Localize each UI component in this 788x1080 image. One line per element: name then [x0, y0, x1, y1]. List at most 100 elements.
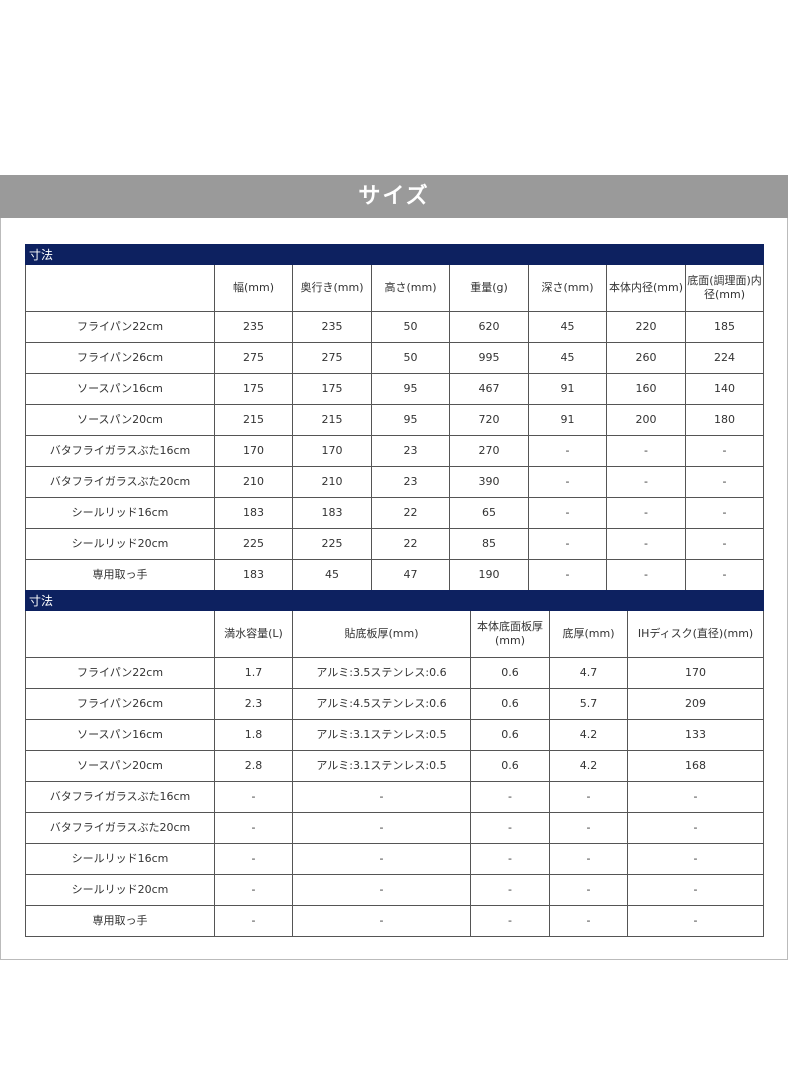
section-title: サイズ [0, 175, 788, 218]
table-cell: - [606, 466, 686, 498]
table-cell: 170 [626, 657, 765, 689]
table-cell: - [606, 559, 686, 591]
table-cell: 220 [606, 311, 686, 343]
table-row: 専用取っ手 - - - - - [25, 905, 765, 937]
table-cell: 467 [449, 373, 529, 405]
row-label: ソースパン20cm [25, 750, 215, 782]
table-row: ソースパン16cm 175 175 95 467 91 160 140 [25, 373, 765, 405]
table-row: シールリッド16cm - - - - - [25, 843, 765, 875]
row-label: シールリッド16cm [25, 843, 215, 875]
row-label: 専用取っ手 [25, 905, 215, 937]
table-cell: - [470, 781, 550, 813]
table-cell: 65 [449, 497, 529, 529]
table-cell: 215 [292, 404, 372, 436]
column-header: 本体底面板厚(mm) [470, 610, 550, 658]
table-cell: - [549, 874, 628, 906]
table-cell: 170 [292, 435, 372, 467]
table-cell: 50 [371, 342, 450, 374]
row-label: バタフライガラスぶた16cm [25, 781, 215, 813]
table-cell: 235 [214, 311, 293, 343]
table-cell: 210 [292, 466, 372, 498]
table-cell: - [292, 874, 471, 906]
table-cell: - [470, 905, 550, 937]
table-cell: 225 [214, 528, 293, 560]
table-cell: 620 [449, 311, 529, 343]
table-cell: 270 [449, 435, 529, 467]
table-row: バタフライガラスぶた16cm 170 170 23 270- - - [25, 435, 765, 467]
table-cell: 190 [449, 559, 529, 591]
row-label: 専用取っ手 [25, 559, 215, 591]
table-row: シールリッド16cm 183 183 22 65- - - [25, 497, 765, 529]
table-cell: 22 [371, 528, 450, 560]
table-cell: 0.6 [470, 657, 550, 689]
table-cell: 0.6 [470, 750, 550, 782]
table-cell: 1.7 [214, 657, 293, 689]
table-cell: 183 [214, 559, 293, 591]
table-cell: 45 [292, 559, 372, 591]
table-cell: 275 [214, 342, 293, 374]
row-label: フライパン26cm [25, 688, 215, 720]
table-cell: 47 [371, 559, 450, 591]
column-header [25, 610, 215, 658]
table-cell: 215 [214, 404, 293, 436]
table-cell: 4.2 [549, 719, 628, 751]
table-cell: 23 [371, 435, 450, 467]
table-cell: - [470, 843, 550, 875]
table-cell: 390 [449, 466, 529, 498]
table-cell: 225 [292, 528, 372, 560]
table-row: フライパン22cm 235 235 50 620 45 220 185 [25, 311, 765, 343]
row-label: ソースパン20cm [25, 404, 215, 436]
table-cell: - [549, 843, 628, 875]
row-label: バタフライガラスぶた16cm [25, 435, 215, 467]
column-header: 底厚(mm) [549, 610, 628, 658]
table-cell: 175 [214, 373, 293, 405]
table-cell: 50 [371, 311, 450, 343]
column-header [25, 264, 215, 312]
table-cell: - [549, 781, 628, 813]
table-row: 専用取っ手 183 45 47 190- - - [25, 559, 765, 591]
table-cell: 170 [214, 435, 293, 467]
table-cell: - [214, 905, 293, 937]
table-row: フライパン26cm 2.3 アルミ:4.5ステンレス:0.6 0.6 5.7 209 [25, 688, 765, 720]
table-cell: 4.2 [549, 750, 628, 782]
table-row: バタフライガラスぶた20cm - - - - - [25, 812, 765, 844]
row-label: バタフライガラスぶた20cm [25, 812, 215, 844]
table-cell: - [528, 435, 607, 467]
table-cell: 185 [684, 311, 765, 343]
table-cell: アルミ:3.1ステンレス:0.5 [292, 719, 471, 751]
table-row: フライパン26cm 275 275 50 995 45 260 224 [25, 342, 765, 374]
table-cell: 133 [626, 719, 765, 751]
column-header: 貼底板厚(mm) [292, 610, 471, 658]
row-label: バタフライガラスぶた20cm [25, 466, 215, 498]
table-cell: 0.6 [470, 719, 550, 751]
table-cell: - [626, 812, 765, 844]
row-label: ソースパン16cm [25, 373, 215, 405]
table-cell: 183 [292, 497, 372, 529]
table-row: フライパン22cm 1.7 アルミ:3.5ステンレス:0.6 0.6 4.7 170 [25, 657, 765, 689]
table-row: ソースパン20cm 2.8 アルミ:3.1ステンレス:0.5 0.6 4.2 168 [25, 750, 765, 782]
table-cell: 91 [528, 404, 607, 436]
table-cell: - [626, 843, 765, 875]
table-cell: 23 [371, 466, 450, 498]
column-header: 底面(調理面)内径(mm) [684, 264, 765, 312]
column-header: 幅(mm) [214, 264, 293, 312]
row-label: ソースパン16cm [25, 719, 215, 751]
table-cell: 260 [606, 342, 686, 374]
table-cell: 183 [214, 497, 293, 529]
header-row: 満水容量(L) 貼底板厚(mm) 本体底面板厚(mm) 底厚(mm) IHディスク(直径… [25, 610, 765, 658]
table-cell: 160 [606, 373, 686, 405]
table-cell: - [549, 905, 628, 937]
table-cell: 168 [626, 750, 765, 782]
column-header: 奥行き(mm) [292, 264, 372, 312]
table-cell: アルミ:3.1ステンレス:0.5 [292, 750, 471, 782]
table-cell: - [606, 528, 686, 560]
table-cell: - [549, 812, 628, 844]
table-cell: - [684, 559, 765, 591]
table-cell: 22 [371, 497, 450, 529]
column-header: 深さ(mm) [528, 264, 607, 312]
table-title: 寸法 [24, 590, 765, 611]
dimensions-table: 寸法 幅(mm) 奥行き(mm) 高さ(mm) 重量(g) 深さ(mm) 本体内径(mm) 底… [24, 244, 765, 591]
table-cell: - [214, 781, 293, 813]
capacity-table: 寸法 満水容量(L) 貼底板厚(mm) 本体底面板厚(mm) 底厚(mm) IHディスク(… [24, 590, 765, 937]
table-cell: - [214, 843, 293, 875]
